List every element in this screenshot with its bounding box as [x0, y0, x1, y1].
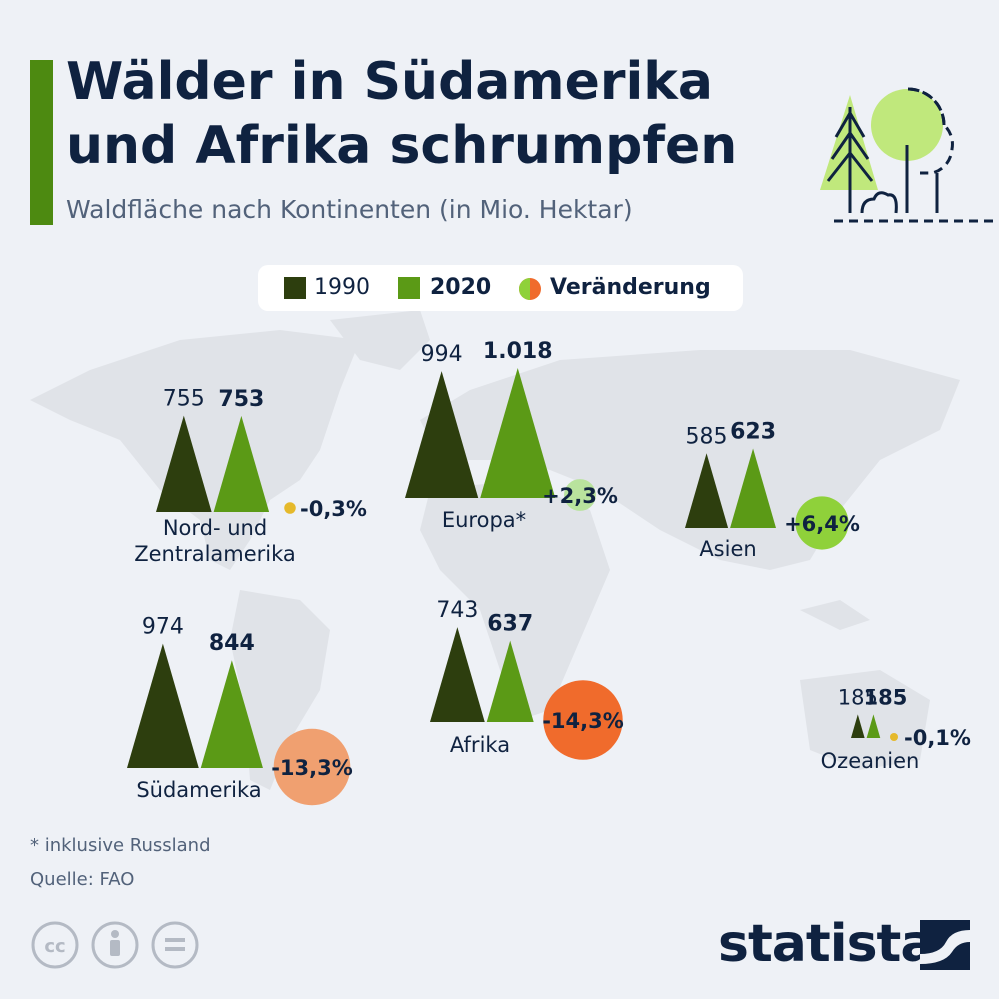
license-icons: cc	[31, 921, 199, 969]
continent-2-label: Europa*	[442, 508, 526, 532]
continent-5-change-bubble	[543, 680, 623, 760]
continent-5-value-1990: 743	[436, 598, 478, 623]
continent-1-change-bubble	[284, 502, 296, 514]
continent-1-triangle-1990	[156, 415, 212, 512]
continent-4-change-bubble	[273, 728, 351, 806]
continent-3-value-2020: 623	[730, 419, 776, 444]
statista-logo-icon	[920, 920, 970, 970]
continent-2-triangle-1990	[405, 371, 479, 498]
continent-3-label: Asien	[699, 537, 756, 561]
continent-4-value-1990: 974	[142, 615, 184, 640]
title-accent-bar	[30, 60, 53, 225]
continent-5-label: Afrika	[450, 733, 510, 757]
continent-6-change-bubble	[890, 733, 898, 741]
continent-2-value-1990: 994	[421, 342, 463, 367]
legend-label-change: Veränderung	[550, 275, 711, 300]
chart-subtitle: Waldfläche nach Kontinenten (in Mio. Hek…	[66, 195, 633, 224]
continent-5-triangle-2020	[486, 640, 534, 722]
continent-4-change-label: -13,3%	[271, 756, 353, 780]
continent-4-value-2020: 844	[209, 631, 255, 656]
continent-6-triangle-2020	[866, 714, 881, 738]
svg-text:cc: cc	[44, 936, 65, 957]
continent-3-change-bubble	[795, 496, 849, 550]
chart-legend: 1990 2020 Veränderung	[258, 265, 743, 311]
continent-2-change-label: +2,3%	[542, 484, 618, 508]
continent-2-change-bubble	[564, 479, 596, 511]
continent-6-label: Ozeanien	[821, 749, 920, 773]
continent-1-value-1990: 755	[163, 387, 205, 412]
continent-4-triangle-1990	[127, 643, 199, 768]
continent-2-triangle-2020	[480, 368, 556, 498]
continent-4-label: Südamerika	[136, 778, 261, 802]
legend-swatch-2020	[398, 277, 420, 299]
continent-1-change-label: -0,3%	[300, 497, 367, 521]
legend-label-2020: 2020	[430, 275, 492, 300]
continent-3-value-1990: 585	[686, 424, 728, 449]
legend-label-1990: 1990	[314, 275, 370, 300]
continent-5-triangle-1990	[430, 627, 485, 722]
continent-5-change-label: -14,3%	[542, 709, 624, 733]
continent-3-triangle-1990	[685, 453, 729, 528]
continent-2-value-2020: 1.018	[483, 339, 553, 364]
continent-4-triangle-2020	[200, 660, 263, 768]
legend-swatch-change	[519, 278, 541, 300]
continent-3-triangle-2020	[730, 448, 776, 528]
continent-1-value-2020: 753	[218, 387, 264, 412]
continent-1-triangle-2020	[213, 415, 270, 512]
continent-3-change-label: +6,4%	[784, 512, 860, 536]
continent-1-label-line-1: Nord- und	[163, 516, 267, 540]
legend-swatch-1990	[284, 277, 306, 299]
continent-6-change-label: -0,1%	[904, 726, 971, 750]
footnote: * inklusive Russland	[30, 835, 211, 856]
continent-6-value-1990: 185	[838, 685, 878, 709]
chart-title: Wälder in Südamerika und Afrika schrumpf…	[66, 52, 738, 176]
continent-1-label-line-2: Zentralamerika	[134, 542, 296, 566]
source-note: Quelle: FAO	[30, 869, 135, 890]
forest-illustration	[820, 87, 999, 223]
continent-6-triangle-1990	[851, 714, 865, 738]
statista-logo: statista	[718, 914, 935, 974]
continent-6-value-2020: 185	[864, 685, 908, 709]
continent-5-value-2020: 637	[487, 612, 533, 637]
